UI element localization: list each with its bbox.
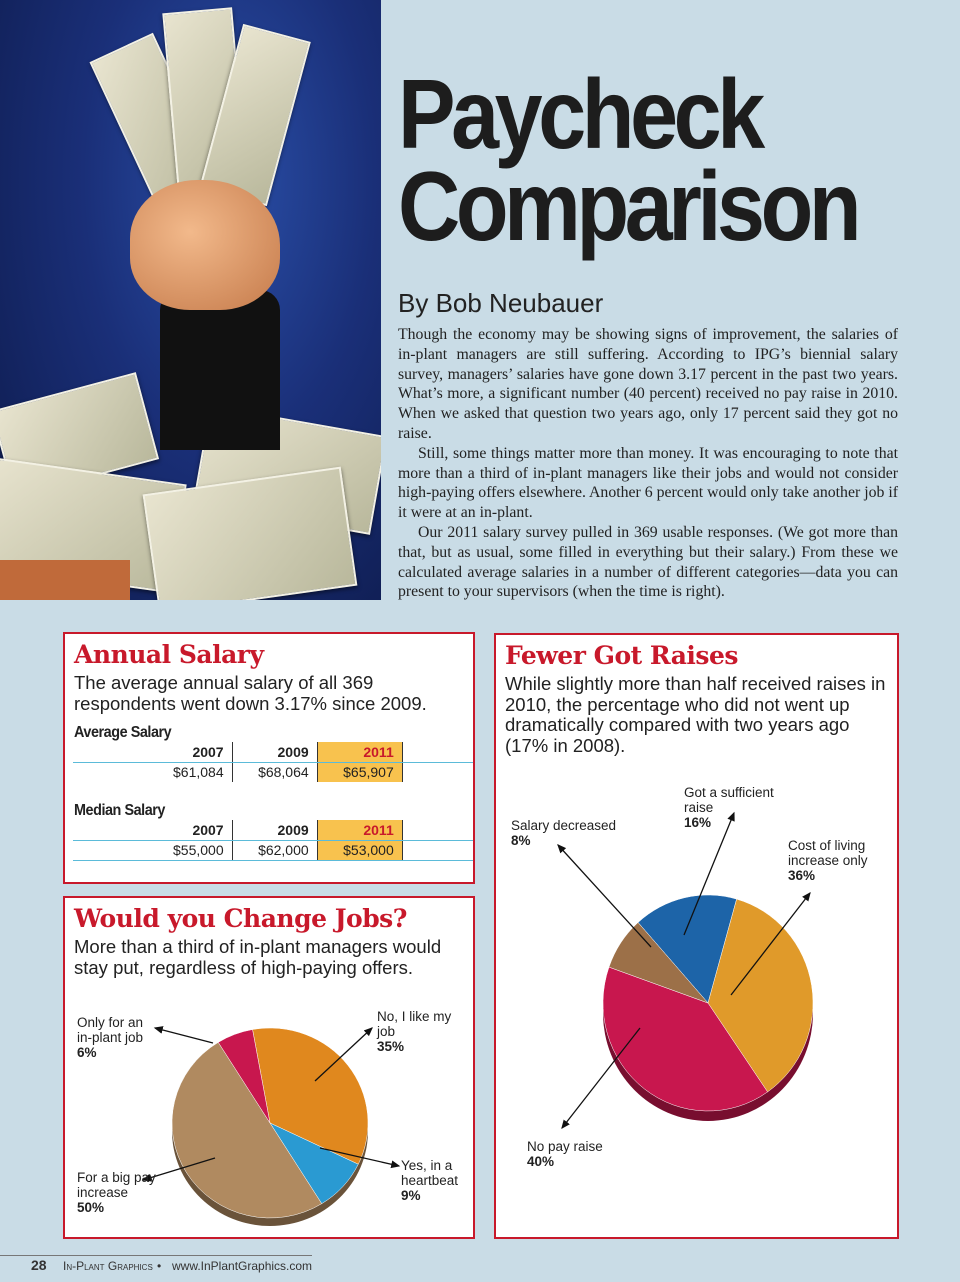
callout-arrow (319, 1147, 401, 1169)
website-url: www.InPlantGraphics.com (172, 1259, 313, 1273)
average-salary-label: Average Salary (74, 724, 172, 741)
callout-arrow (314, 1027, 373, 1082)
page-title: Paycheck Comparison (398, 59, 862, 261)
pie-slice (171, 1041, 323, 1219)
pie-slice (608, 922, 709, 1004)
change-jobs-pie (141, 1026, 401, 1226)
box-lead: More than a third of in-plant managers w… (74, 936, 442, 978)
pie-slice (707, 898, 814, 1093)
callout-arrow (730, 891, 811, 996)
pie-slice (637, 894, 737, 1004)
callout-arrow (683, 811, 735, 936)
pie-label: No, I like my job 35% (377, 1009, 452, 1054)
pie-label: Only for an in-plant job 6% (77, 1015, 144, 1060)
median-salary-label: Median Salary (74, 802, 165, 819)
pie-slice (602, 966, 768, 1112)
raises-pie (557, 811, 814, 1130)
change-jobs-box: Would you Change Jobs? More than a third… (63, 896, 475, 1239)
pie-label: Cost of living increase only 36% (788, 838, 868, 883)
page-footer: 28 In-Plant Graphics • www.InPlantGraphi… (0, 1255, 312, 1273)
callout-arrow (141, 1157, 216, 1182)
callout-arrow (153, 1026, 214, 1044)
box-title: Annual Salary (74, 640, 264, 669)
median-salary-table: 2007 2009 2011 $55,000 $62,000 $53,000 (73, 820, 473, 861)
pie-label: Got a sufficient raise 16% (684, 785, 774, 830)
pie-slice (252, 1027, 369, 1165)
pie-label: Yes, in a heartbeat 9% (401, 1158, 459, 1203)
box-title: Would you Change Jobs? (74, 904, 407, 933)
pie-label: No pay raise 40% (527, 1139, 603, 1169)
annual-salary-box: Annual Salary The average annual salary … (63, 632, 475, 884)
pie-label: Salary decreased 8% (511, 818, 617, 848)
box-lead: While slightly more than half received r… (505, 673, 886, 756)
callout-arrow (557, 844, 652, 948)
paragraph: Still, some things matter more than mone… (398, 444, 898, 522)
fewer-raises-box: Fewer Got Raises While slightly more tha… (494, 633, 899, 1239)
pie-slice (217, 1029, 271, 1124)
callout-arrow (561, 1027, 641, 1130)
publication-name: In-Plant Graphics (63, 1259, 153, 1273)
page-number: 28 (31, 1257, 47, 1273)
paragraph: Our 2011 salary survey pulled in 369 usa… (398, 523, 898, 601)
separator: • (157, 1259, 162, 1273)
pie-label: For a big pay increase 50% (77, 1170, 156, 1215)
average-salary-table: 2007 2009 2011 $61,084 $68,064 $65,907 (73, 742, 473, 782)
box-lead: The average annual salary of all 369 res… (74, 672, 427, 714)
byline: By Bob Neubauer (398, 288, 604, 318)
box-title: Fewer Got Raises (505, 641, 738, 670)
article-body: Though the economy may be showing signs … (398, 325, 898, 602)
money-fist-photo (0, 0, 381, 600)
paragraph: Though the economy may be showing signs … (398, 326, 898, 442)
